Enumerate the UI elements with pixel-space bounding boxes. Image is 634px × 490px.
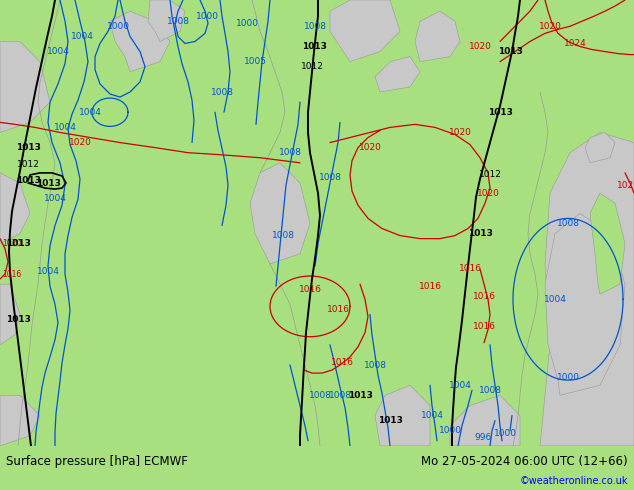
Text: 1016: 1016 <box>3 270 22 278</box>
Text: 1013: 1013 <box>6 239 30 248</box>
Text: 1013: 1013 <box>6 315 30 324</box>
Text: 1008: 1008 <box>557 219 579 228</box>
Text: Surface pressure [hPa] ECMWF: Surface pressure [hPa] ECMWF <box>6 455 188 468</box>
Text: 1004: 1004 <box>70 32 93 41</box>
Text: 1008: 1008 <box>167 17 190 26</box>
Polygon shape <box>250 163 310 264</box>
Text: 1020: 1020 <box>449 128 472 137</box>
Text: 996: 996 <box>474 433 491 442</box>
Text: 1004: 1004 <box>37 268 60 276</box>
Text: 1016: 1016 <box>330 359 354 368</box>
Text: 1004: 1004 <box>543 295 566 304</box>
Text: 1000: 1000 <box>235 19 259 28</box>
Text: 1020: 1020 <box>538 22 562 31</box>
Text: 1008: 1008 <box>210 88 233 97</box>
Text: 1008: 1008 <box>309 391 332 400</box>
Polygon shape <box>0 284 20 345</box>
Text: 1016: 1016 <box>458 265 481 273</box>
Text: ©weatheronline.co.uk: ©weatheronline.co.uk <box>519 476 628 487</box>
Polygon shape <box>0 42 50 132</box>
Text: 1020: 1020 <box>477 189 500 197</box>
Text: 1004: 1004 <box>79 108 101 117</box>
Polygon shape <box>110 11 170 72</box>
Text: 1020: 1020 <box>68 138 91 147</box>
Text: 1020: 1020 <box>469 42 491 51</box>
Text: 1016: 1016 <box>418 282 441 291</box>
Text: 1000: 1000 <box>195 12 219 21</box>
Text: 1016: 1016 <box>299 285 321 294</box>
Text: 102: 102 <box>618 180 634 190</box>
Text: 1013: 1013 <box>302 42 327 51</box>
Polygon shape <box>0 173 30 244</box>
Text: 1008: 1008 <box>278 148 302 157</box>
Text: 1004: 1004 <box>449 381 472 390</box>
Text: 1013: 1013 <box>16 176 41 186</box>
Polygon shape <box>415 11 460 62</box>
Text: 1000: 1000 <box>493 429 517 438</box>
Text: 1008: 1008 <box>363 361 387 369</box>
Polygon shape <box>148 0 185 42</box>
Text: 1013: 1013 <box>488 108 512 117</box>
Text: 1008: 1008 <box>328 391 351 400</box>
Text: 1000: 1000 <box>439 426 462 435</box>
Text: 1000: 1000 <box>557 372 579 382</box>
Polygon shape <box>0 395 40 446</box>
Text: 1013: 1013 <box>16 143 41 152</box>
Text: 1000: 1000 <box>107 22 129 31</box>
Text: 1013: 1013 <box>467 229 493 238</box>
Text: 1013: 1013 <box>36 178 60 188</box>
Text: 1020: 1020 <box>3 239 22 248</box>
Polygon shape <box>540 132 634 446</box>
Text: 1008: 1008 <box>271 231 295 240</box>
Polygon shape <box>590 193 625 294</box>
Text: Mo 27-05-2024 06:00 UTC (12+66): Mo 27-05-2024 06:00 UTC (12+66) <box>421 455 628 468</box>
Text: 1016: 1016 <box>472 322 496 331</box>
Text: 1024: 1024 <box>564 39 586 48</box>
Polygon shape <box>450 395 520 446</box>
Polygon shape <box>585 132 615 163</box>
Text: 1004: 1004 <box>44 194 67 203</box>
Text: 1012: 1012 <box>301 62 323 71</box>
Text: 1013: 1013 <box>378 416 403 425</box>
Text: 1005: 1005 <box>243 57 266 66</box>
Text: 1004: 1004 <box>46 47 70 56</box>
Text: 1012: 1012 <box>16 160 39 170</box>
Text: 1004: 1004 <box>420 411 443 420</box>
Polygon shape <box>375 57 420 92</box>
Text: 1004: 1004 <box>53 123 77 132</box>
Text: 1016: 1016 <box>472 292 496 301</box>
Polygon shape <box>545 213 625 395</box>
Text: 1016: 1016 <box>327 305 349 314</box>
Polygon shape <box>330 0 400 62</box>
Polygon shape <box>375 385 430 446</box>
Text: 1008: 1008 <box>318 173 342 182</box>
Text: 1008: 1008 <box>304 22 327 31</box>
Text: 1013: 1013 <box>498 47 522 56</box>
Text: 1012: 1012 <box>479 171 501 179</box>
Text: 1008: 1008 <box>479 386 501 395</box>
Text: 1020: 1020 <box>359 143 382 152</box>
Text: 1013: 1013 <box>347 391 372 400</box>
